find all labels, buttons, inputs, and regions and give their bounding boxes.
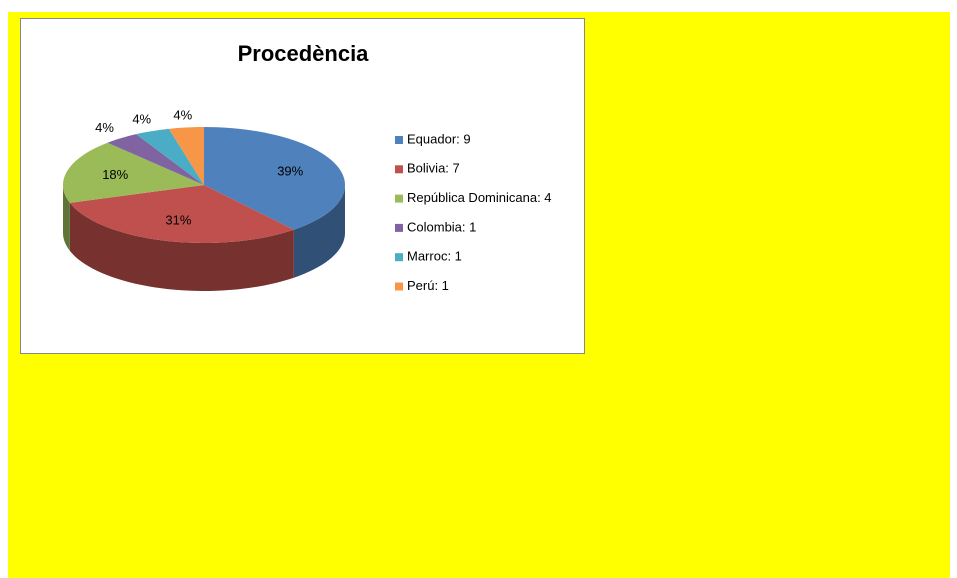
slice-side [293, 185, 345, 278]
chart-title: Procedència [238, 41, 370, 66]
legend-swatch [395, 282, 403, 291]
data-label: 4% [132, 112, 151, 127]
legend-label: República Dominicana: 4 [407, 190, 552, 205]
slice [136, 128, 204, 185]
legend-label: Bolivia: 7 [407, 161, 460, 176]
legend-label: Perú: 1 [407, 278, 449, 293]
data-label: 18% [102, 167, 128, 182]
legend-swatch [395, 223, 403, 232]
legend-swatch [395, 136, 403, 144]
slice-side [69, 202, 294, 291]
slice-side [63, 185, 70, 251]
slice [107, 134, 204, 185]
legend-label: Marroc: 1 [407, 249, 462, 264]
data-label: 4% [95, 120, 114, 135]
data-label: 4% [173, 107, 192, 122]
data-label: 31% [165, 213, 191, 228]
legend-swatch [395, 165, 403, 174]
slice [168, 127, 204, 185]
legend-label: Colombia: 1 [407, 219, 476, 234]
data-label: 39% [277, 164, 303, 179]
legend-swatch [395, 194, 403, 203]
legend-swatch [395, 253, 403, 262]
slice [63, 142, 204, 203]
legend-label: Equador: 9 [407, 131, 471, 146]
slice [204, 127, 345, 230]
slice [69, 185, 294, 243]
